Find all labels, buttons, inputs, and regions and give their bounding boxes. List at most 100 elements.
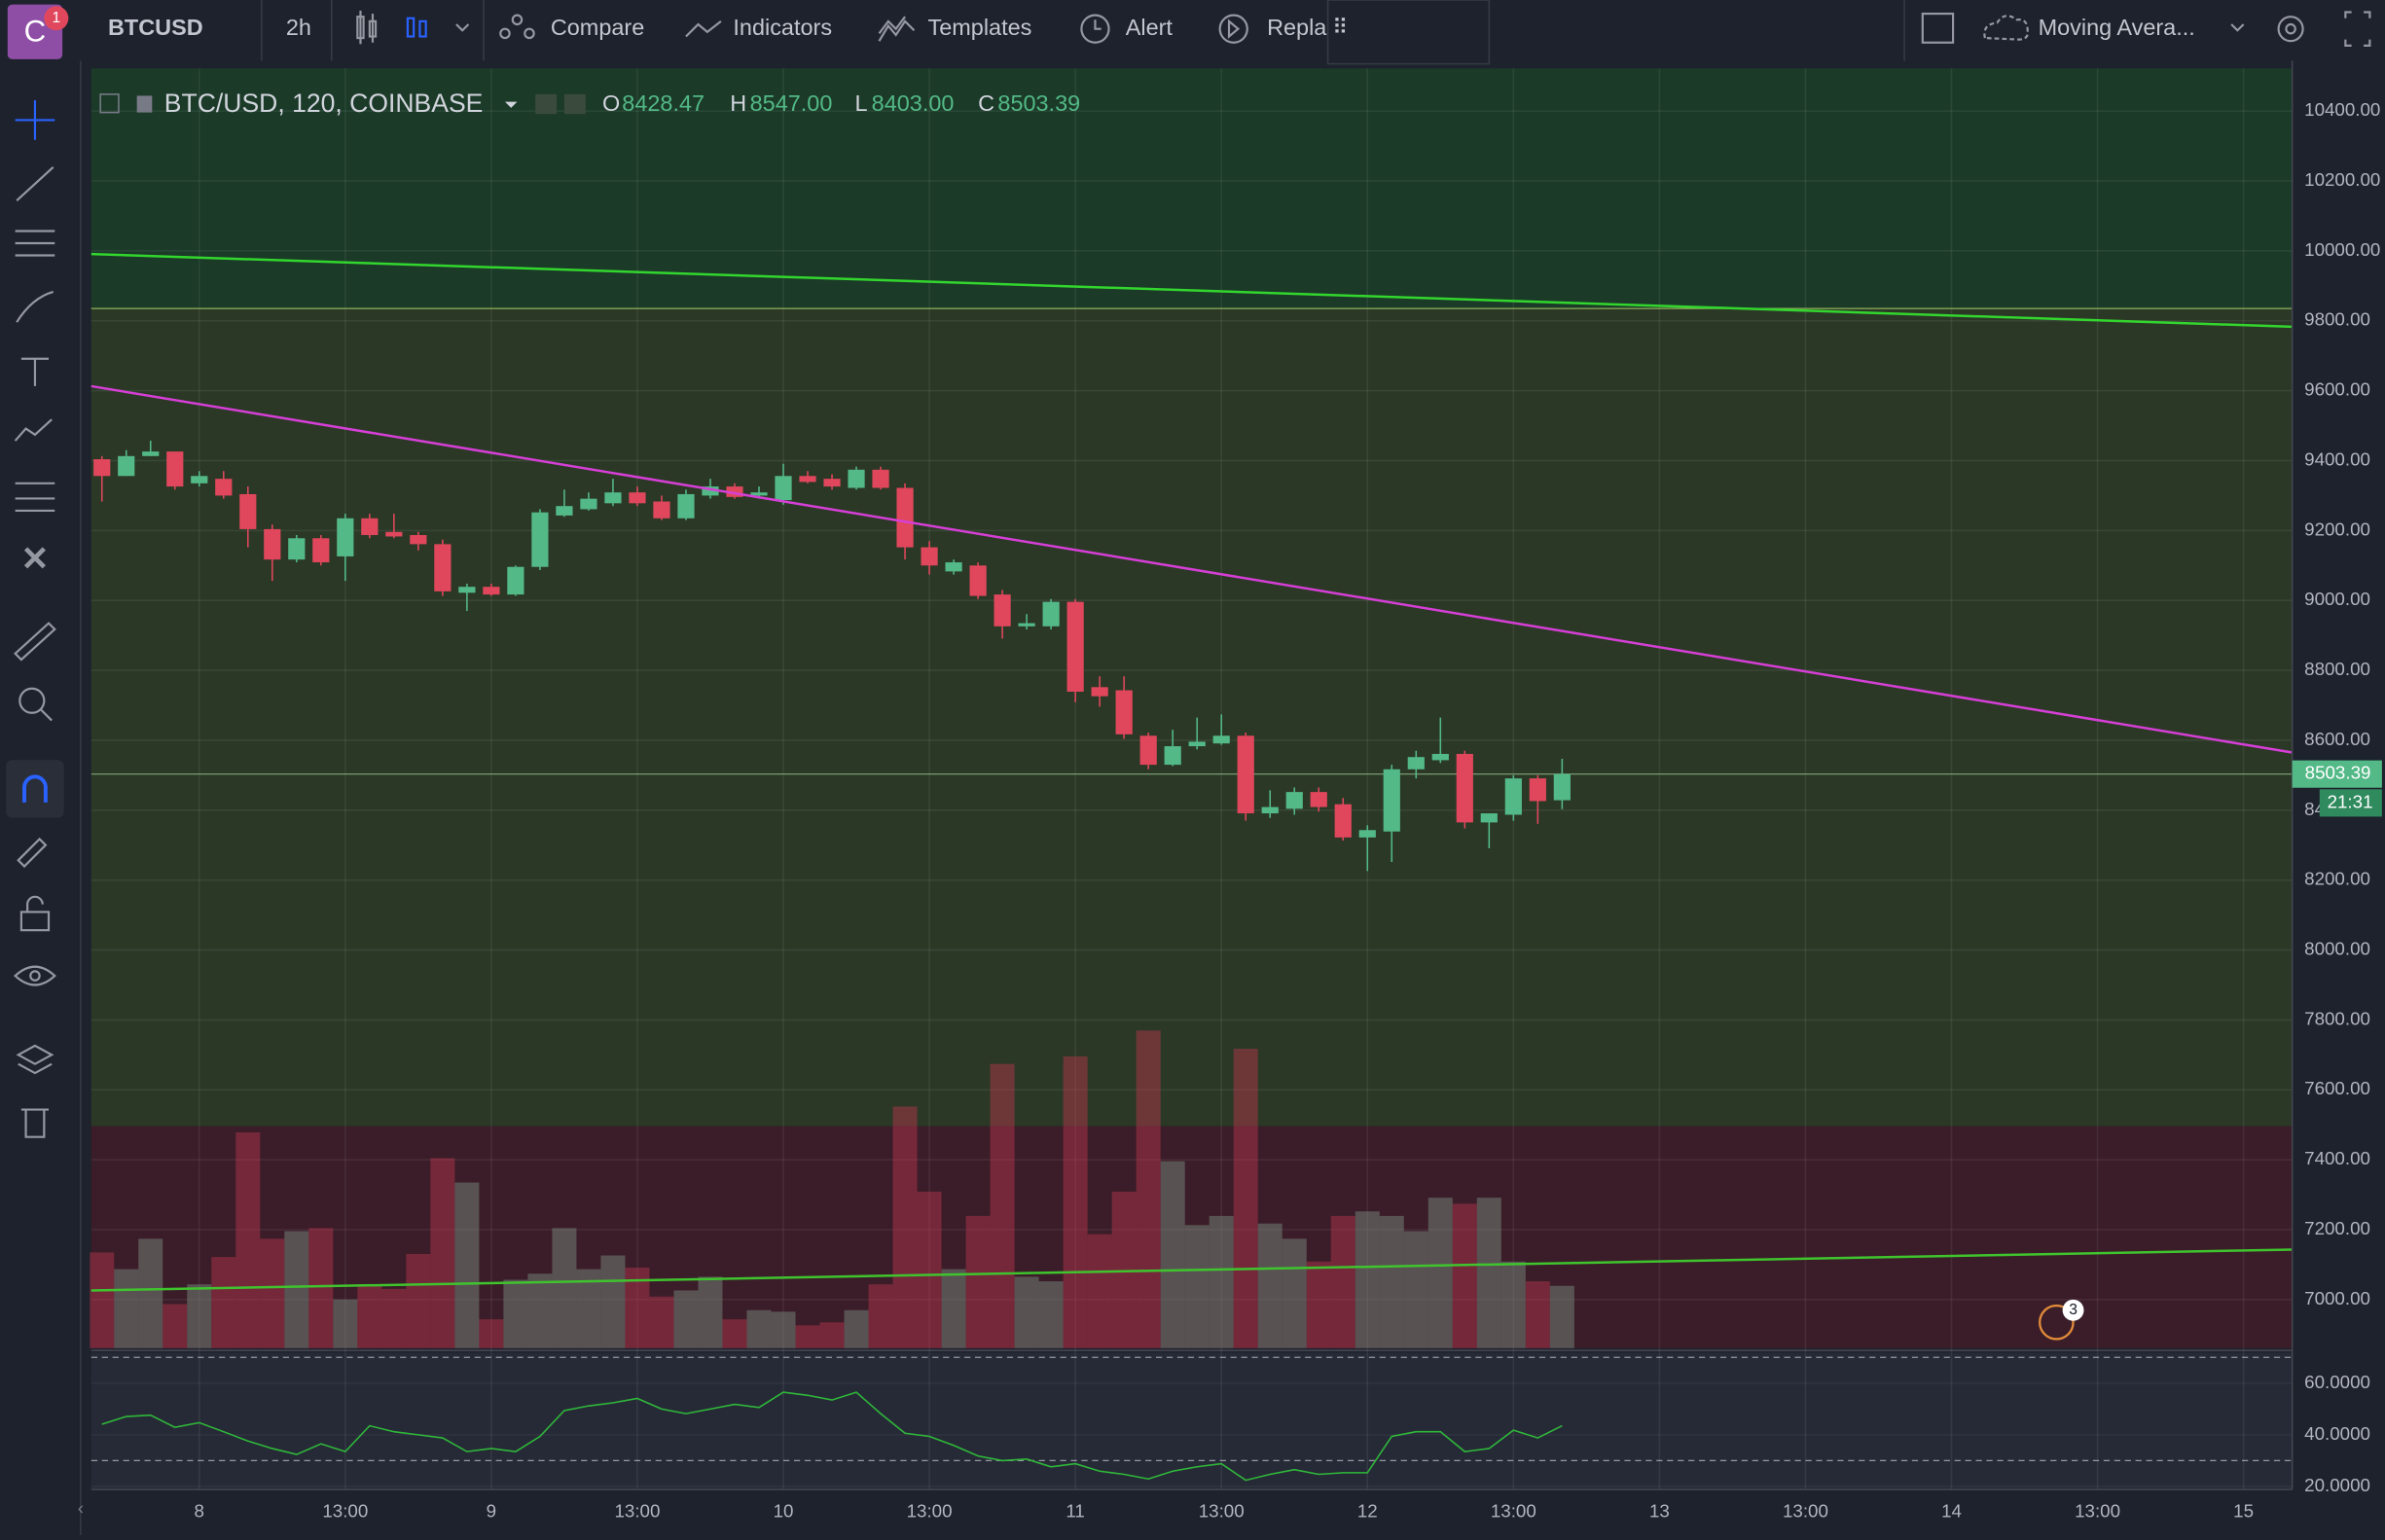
candle-body [775, 476, 792, 501]
legend-icon [136, 95, 153, 113]
x-tick-label: 13:00 [1199, 1501, 1245, 1522]
toolbar-button[interactable]: Templates [928, 15, 1032, 40]
volume-bar [90, 1252, 115, 1348]
volume-bar [1282, 1238, 1307, 1348]
candle-body [264, 528, 281, 560]
x-tick-label: 12 [1357, 1501, 1378, 1522]
volume-bar [357, 1284, 382, 1348]
volume-bar [1087, 1234, 1112, 1348]
symbol[interactable]: BTCUSD [108, 15, 203, 40]
volume-bar [965, 1215, 991, 1348]
toolbar-button[interactable]: Compare [551, 15, 644, 40]
candle-body [848, 469, 865, 488]
y-tick-label: 10200.00 [2304, 169, 2380, 190]
plot-area [90, 68, 2293, 1490]
candle-body [1237, 735, 1254, 814]
toolbar-button[interactable]: Indicators [733, 15, 832, 40]
candle-body [312, 538, 330, 563]
candle-body [1212, 735, 1230, 744]
x-tick-label: 8 [195, 1501, 204, 1522]
rsi-tick-label: 40.0000 [2304, 1423, 2370, 1444]
candle-body [726, 486, 743, 497]
candle-body [1456, 753, 1473, 823]
y-tick-label: 10400.00 [2304, 99, 2380, 120]
toolbar [0, 0, 2385, 61]
zone [90, 308, 2293, 1127]
trendline [90, 1248, 2293, 1292]
volume-bar [1379, 1215, 1404, 1348]
volume-bar [990, 1063, 1015, 1348]
zone [90, 68, 2293, 309]
toolbar-items: Compare Indicators Templates Alert Repla [551, 15, 1327, 40]
volume-bar [1257, 1223, 1283, 1348]
volume-bar [260, 1238, 285, 1348]
interval[interactable]: 2h [286, 15, 311, 40]
trendline [90, 252, 2293, 329]
x-tick-label: 14 [1941, 1501, 1962, 1522]
volume-bar [649, 1296, 674, 1348]
volume-bar [673, 1290, 699, 1348]
volume-bar [430, 1158, 455, 1348]
volume-bar [406, 1253, 431, 1348]
candle-body [1529, 778, 1546, 802]
x-tick-label: 13:00 [322, 1501, 368, 1522]
x-tick-label: 15 [2233, 1501, 2254, 1522]
candle-body [385, 531, 403, 537]
candle-body [1285, 792, 1303, 809]
candle-body [580, 498, 597, 510]
candle-body [872, 469, 889, 488]
legend-value: 8403.00 [872, 90, 955, 116]
volume-bar [1525, 1281, 1550, 1348]
y-tick-label: 8000.00 [2304, 939, 2370, 959]
candle-body [921, 547, 938, 566]
sidebar-icons[interactable] [6, 100, 64, 1138]
price-tag-label: 8503.39 [2305, 763, 2371, 783]
volume-bar [308, 1228, 334, 1348]
candle-body [1310, 792, 1327, 807]
volume-bar [1014, 1276, 1039, 1348]
notification-badge[interactable] [44, 6, 69, 31]
volume-bar [527, 1273, 553, 1348]
rsi-tick-label: 20.0000 [2304, 1475, 2370, 1495]
legend-title: BTC/USD, 120, COINBASE [164, 89, 484, 118]
volume-bar [819, 1322, 845, 1348]
x-tick-label: 9 [487, 1501, 496, 1522]
drag-handle: ⠿ [1332, 15, 1348, 39]
y-tick-label: 9400.00 [2304, 448, 2370, 469]
candle-body [531, 512, 549, 567]
y-tick-label: 7400.00 [2304, 1148, 2370, 1168]
candle-body [1018, 623, 1035, 627]
candle-body [969, 565, 987, 596]
candle-body [191, 476, 208, 483]
volume-bar [1306, 1261, 1331, 1348]
volume-bar [844, 1309, 869, 1348]
candle-body [1164, 746, 1181, 766]
volume-bar [163, 1304, 188, 1348]
candle-body [239, 493, 257, 529]
candle-body [677, 493, 695, 519]
volume-bar [1330, 1215, 1355, 1348]
legend-key: L [854, 90, 867, 116]
x-tick-label: 11 [1066, 1501, 1084, 1522]
toolbar-button[interactable]: Alert [1126, 15, 1174, 40]
x-tick-label: 13 [1649, 1501, 1670, 1522]
legend-icon [99, 93, 120, 114]
toolbar-button[interactable]: Repla [1267, 15, 1327, 40]
volume-bar [333, 1299, 358, 1348]
legend-key: O [602, 90, 620, 116]
candle-body [288, 538, 306, 560]
collapse-arrow[interactable]: ‹ [78, 1497, 84, 1518]
candle-body [142, 451, 160, 456]
countdown-tag [2319, 789, 2382, 817]
x-tick-label: 13:00 [1783, 1501, 1828, 1522]
candle-body [994, 594, 1011, 627]
candle-body [1431, 753, 1449, 761]
trendline [90, 384, 2293, 754]
y-tick-label: 7800.00 [2304, 1008, 2370, 1028]
volume-bar [771, 1311, 796, 1348]
volume-bar [1427, 1198, 1453, 1348]
y-tick-label: 9600.00 [2304, 379, 2370, 400]
indicator-menu[interactable]: Moving Avera... [2039, 15, 2195, 40]
drawing-toolbar [1326, 0, 1491, 65]
